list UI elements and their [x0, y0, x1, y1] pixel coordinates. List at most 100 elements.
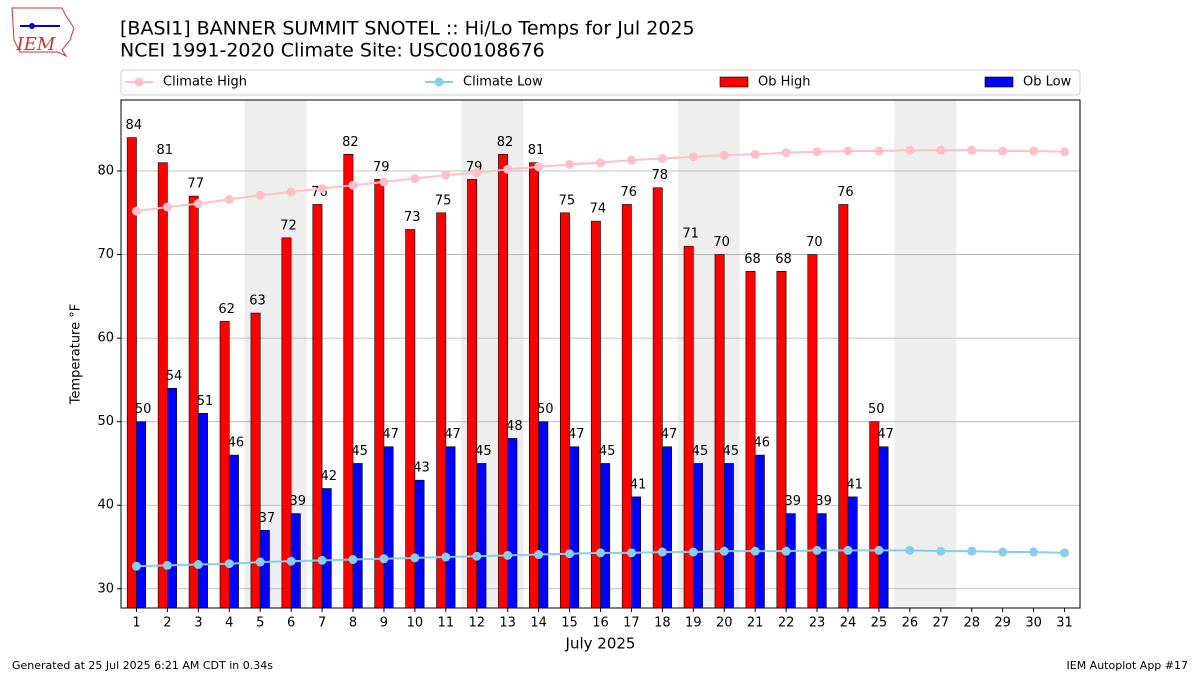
y-tick-label: 30	[97, 581, 114, 596]
bar	[816, 513, 827, 609]
bar-value-label: 47	[568, 427, 585, 442]
line-marker	[657, 153, 667, 163]
legend-label: Ob High	[758, 75, 811, 90]
footer-left: Generated at 25 Jul 2025 6:21 AM CDT in …	[12, 659, 273, 672]
x-tick-label: 23	[809, 616, 826, 631]
bar	[693, 463, 703, 609]
bar-value-label: 79	[373, 160, 390, 175]
x-tick-label: 8	[349, 616, 357, 631]
bar	[559, 212, 570, 609]
bar	[529, 162, 539, 609]
bar	[352, 463, 363, 609]
bar-value-label: 76	[621, 185, 638, 200]
line-marker	[193, 199, 203, 209]
logo: IEM	[11, 7, 75, 58]
x-tick-label: 5	[256, 616, 264, 631]
bar	[343, 154, 354, 609]
bar	[312, 204, 323, 609]
bar-value-label: 47	[382, 427, 399, 442]
bar	[498, 154, 508, 609]
line-marker	[750, 546, 760, 556]
bar-value-label: 39	[815, 494, 832, 509]
bar-value-label: 84	[126, 118, 143, 133]
bar-value-label: 82	[497, 135, 514, 150]
bar	[467, 179, 478, 609]
x-tick-label: 22	[778, 616, 795, 631]
bar-value-label: 47	[877, 427, 894, 442]
bar	[662, 446, 672, 609]
line-marker	[843, 545, 853, 555]
bar-value-label: 82	[342, 135, 359, 150]
x-tick-label: 16	[592, 616, 609, 631]
line-marker	[255, 557, 265, 567]
bar-value-label: 46	[228, 436, 245, 451]
bar	[198, 413, 208, 609]
line-marker	[626, 155, 636, 165]
x-tick-label: 10	[407, 616, 424, 631]
bar-value-label: 50	[135, 402, 152, 417]
line-marker	[193, 560, 203, 570]
line-marker	[348, 180, 358, 190]
line-marker	[255, 190, 265, 200]
bar-value-label: 78	[651, 168, 668, 183]
line-marker	[162, 560, 172, 570]
legend-label: Climate Low	[463, 75, 543, 90]
line-marker	[967, 145, 977, 155]
x-tick-label: 26	[902, 616, 919, 631]
bar-value-label: 81	[156, 143, 173, 158]
bar-value-label: 51	[197, 394, 214, 409]
bar-value-label: 39	[290, 494, 307, 509]
x-tick-label: 6	[287, 616, 295, 631]
bar-value-label: 47	[661, 427, 678, 442]
x-tick-label: 1	[132, 616, 140, 631]
line-marker	[905, 545, 915, 555]
line-marker	[750, 149, 760, 159]
x-tick-label: 12	[468, 616, 485, 631]
bar-value-label: 70	[806, 235, 823, 250]
line-marker	[1029, 547, 1039, 557]
x-tick-label: 11	[438, 616, 455, 631]
bar-value-label: 71	[682, 227, 699, 242]
x-tick-label: 4	[225, 616, 233, 631]
x-tick-label: 15	[561, 616, 578, 631]
bar-value-label: 45	[599, 444, 616, 459]
line-marker	[131, 206, 141, 216]
bar-value-label: 68	[775, 252, 792, 267]
legend-marker	[134, 77, 144, 87]
bar	[259, 529, 270, 609]
x-tick-label: 25	[871, 616, 888, 631]
bar-value-label: 45	[351, 444, 368, 459]
bar	[754, 454, 765, 609]
x-axis-label: July 2025	[565, 635, 636, 653]
line-marker	[688, 547, 698, 557]
line-marker	[1060, 147, 1070, 157]
bar	[414, 479, 425, 609]
bar	[785, 513, 796, 609]
bar-value-label: 48	[506, 419, 523, 434]
line-marker	[472, 168, 482, 178]
bar	[538, 421, 549, 609]
line-marker	[224, 194, 234, 204]
bar	[869, 421, 880, 609]
x-tick-label: 9	[380, 616, 388, 631]
bar	[436, 212, 447, 609]
x-tick-label: 19	[685, 616, 702, 631]
bar-value-label: 45	[723, 444, 740, 459]
line-marker	[503, 164, 513, 174]
y-axis-label: Temperature °F	[69, 304, 84, 405]
bar	[476, 463, 487, 609]
line-marker	[410, 174, 420, 184]
legend-marker	[434, 77, 444, 87]
bar-value-label: 62	[218, 302, 235, 317]
bar	[507, 438, 518, 609]
line-marker	[379, 177, 389, 187]
line-marker	[441, 170, 451, 180]
bar-value-label: 75	[435, 193, 452, 208]
line-marker	[905, 145, 915, 155]
line-marker	[936, 145, 946, 155]
x-tick-label: 3	[194, 616, 202, 631]
line-marker	[534, 162, 544, 172]
line-marker	[565, 159, 575, 169]
